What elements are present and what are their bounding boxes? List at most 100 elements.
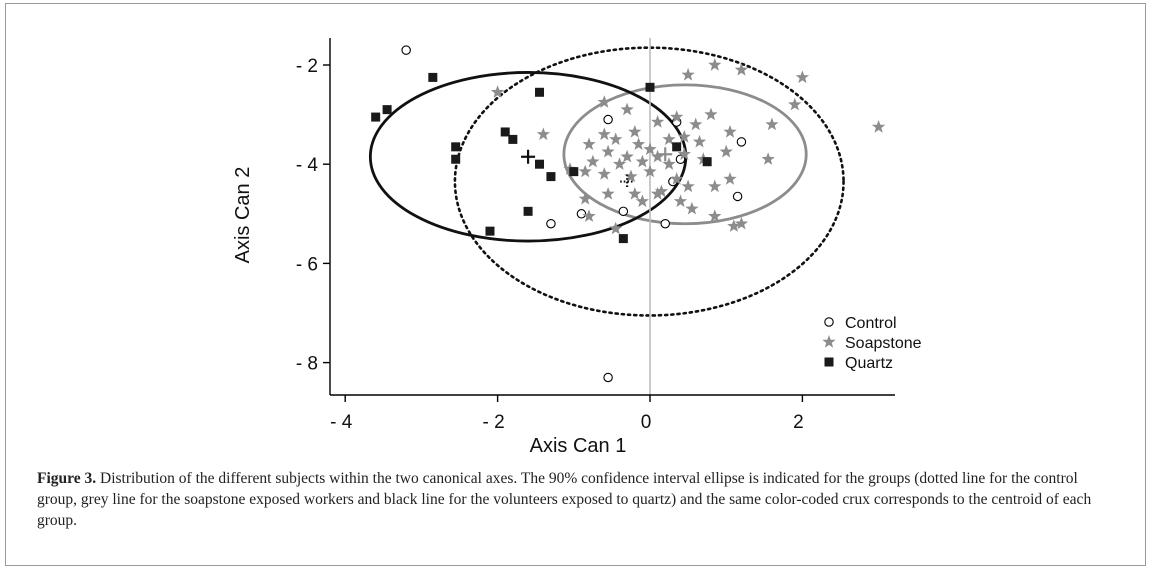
control-point <box>603 372 613 383</box>
soapstone-point <box>635 194 649 208</box>
soapstone-point <box>651 115 665 128</box>
y-tick-label: - 6 <box>296 254 318 275</box>
soapstone-point <box>635 154 649 168</box>
quartz-point <box>451 154 461 164</box>
soapstone-point <box>685 201 699 215</box>
soapstone-point <box>631 137 646 150</box>
legend-item-control: Control <box>824 315 897 332</box>
centroid-quartz <box>521 149 536 164</box>
legend-label: Quartz <box>845 355 893 372</box>
soapstone-point <box>620 149 634 163</box>
quartz-point <box>428 72 438 82</box>
soapstone-point <box>708 209 722 222</box>
soapstone-point <box>871 120 886 133</box>
control-point <box>576 209 587 219</box>
legend-item-quartz: Quartz <box>824 355 893 372</box>
caption-label: Figure 3. <box>37 470 97 487</box>
soapstone-point <box>681 179 695 193</box>
soapstone-point <box>601 187 615 200</box>
legend-label: Control <box>845 315 897 332</box>
quartz-point <box>645 82 655 92</box>
soapstone-point <box>651 187 665 200</box>
quartz-point <box>546 172 556 182</box>
control-point <box>401 45 411 55</box>
soapstone-point <box>609 132 623 146</box>
soapstone-point <box>719 144 733 158</box>
soapstone-point <box>677 129 691 143</box>
soapstone-point <box>609 221 623 235</box>
caption-text: Distribution of the different subjects w… <box>37 470 1092 529</box>
soapstone-point <box>578 164 592 178</box>
control-point <box>603 114 613 125</box>
soapstone-point <box>643 142 657 155</box>
soapstone-point <box>651 149 665 163</box>
quartz-point <box>618 234 628 244</box>
soapstone-point <box>708 179 722 193</box>
soapstone-point <box>620 102 634 116</box>
y-tick-label: - 2 <box>296 56 318 77</box>
quartz-point <box>523 206 533 216</box>
quartz-point <box>500 127 510 137</box>
x-axis-label: Axis Can 1 <box>530 435 627 457</box>
figure-caption: Figure 3. Distribution of the different … <box>37 468 1117 531</box>
quartz-point <box>702 157 712 167</box>
soapstone-point <box>734 216 749 230</box>
soapstone-point <box>597 95 611 108</box>
confidence-ellipses <box>368 46 845 317</box>
soapstone-point <box>628 187 642 200</box>
x-tick-label: - 4 <box>330 412 353 433</box>
quartz-point <box>371 112 381 122</box>
soapstone-point <box>586 154 600 168</box>
soapstone-point <box>643 164 657 178</box>
x-tick-label: 0 <box>641 412 652 433</box>
soapstone-point <box>490 85 505 98</box>
soapstone-point <box>681 67 695 81</box>
soapstone-point <box>624 169 638 183</box>
soapstone-point <box>788 97 802 111</box>
centroid-markers <box>521 147 673 189</box>
control-point <box>546 218 556 229</box>
soapstone-point <box>692 134 707 148</box>
legend-marker <box>822 335 836 348</box>
figure-frame <box>5 3 1146 566</box>
x-tick-label: 2 <box>793 412 804 433</box>
ellipse-soapstone <box>562 83 808 226</box>
scatter-chart: - 4 - 2 0 2 - 2 - 4 - 6 - 8 Axis Can 1 Axis Can… <box>232 38 922 457</box>
x-tick-label: - 2 <box>483 412 505 433</box>
quartz-point <box>382 105 392 115</box>
soapstone-point <box>597 167 611 180</box>
soapstone-point <box>597 127 611 141</box>
soapstone-point <box>670 172 684 185</box>
soapstone-point <box>628 125 642 138</box>
control-point <box>736 137 747 147</box>
legend-label: Soapstone <box>845 335 922 352</box>
soapstone-point <box>723 172 737 185</box>
series-quartz <box>371 72 712 244</box>
centroid-soapstone <box>658 147 673 162</box>
legend: Control Soapstone Quartz <box>822 315 922 372</box>
soapstone-point <box>578 191 592 205</box>
data-points <box>371 45 886 383</box>
soapstone-point <box>673 194 688 208</box>
soapstone-point <box>582 209 596 222</box>
legend-marker <box>824 317 834 327</box>
quartz-point <box>535 159 545 169</box>
centroid-control <box>620 174 635 189</box>
quartz-point <box>451 142 461 152</box>
quartz-point <box>672 142 682 152</box>
soapstone-point <box>704 107 718 121</box>
soapstone-point <box>677 147 691 160</box>
series-control <box>401 45 747 383</box>
y-axis-label: Axis Can 2 <box>232 167 254 264</box>
quartz-point <box>508 134 518 144</box>
soapstone-point <box>689 117 703 131</box>
soapstone-point <box>734 63 749 76</box>
y-tick-label: - 4 <box>296 155 319 176</box>
soapstone-point <box>582 137 596 150</box>
soapstone-point <box>662 132 676 146</box>
soapstone-point <box>612 157 627 170</box>
soapstone-point <box>654 184 669 198</box>
control-point <box>618 206 629 217</box>
soapstone-point <box>761 152 775 165</box>
soapstone-point <box>601 144 615 158</box>
